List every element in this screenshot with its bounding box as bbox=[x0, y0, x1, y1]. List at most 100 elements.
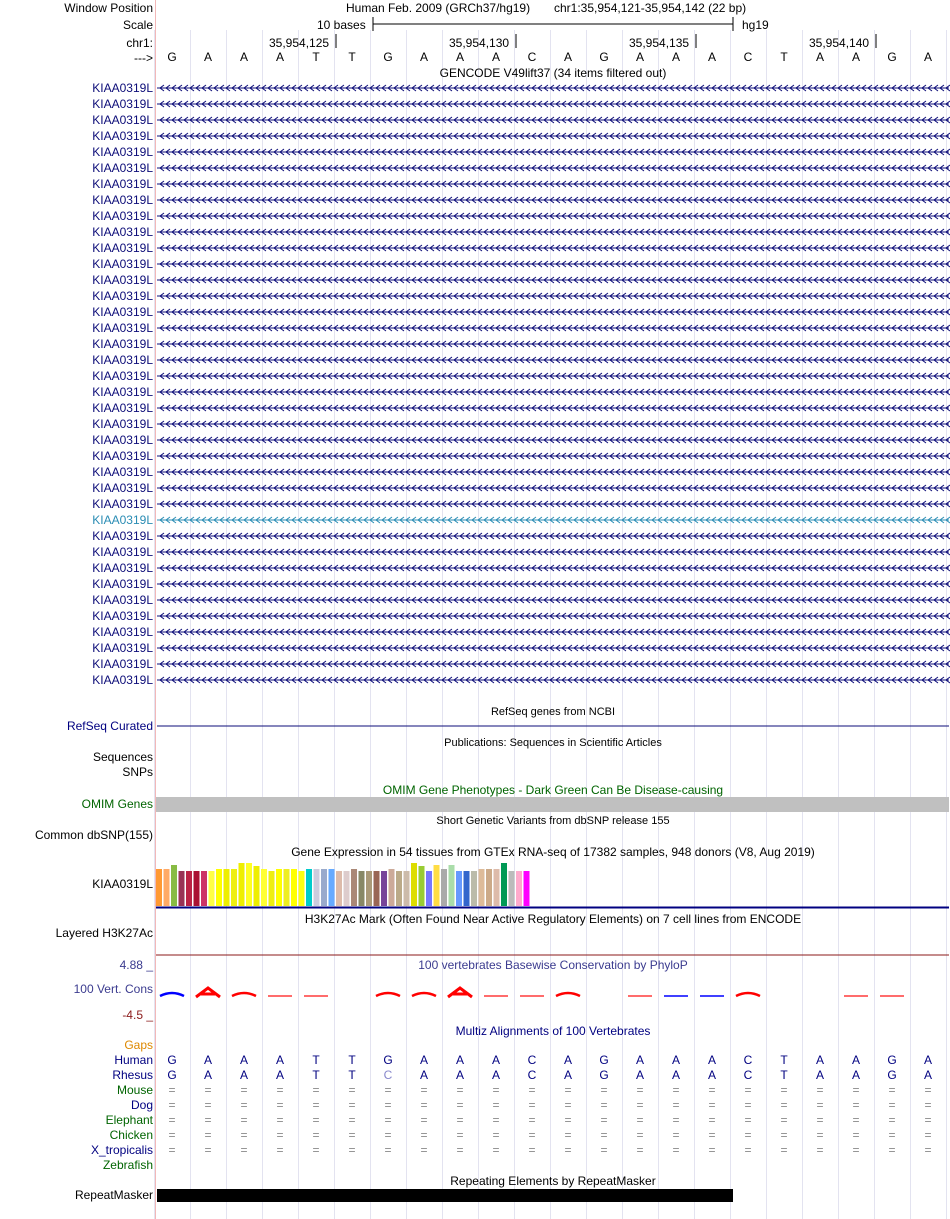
gene-label[interactable]: KIAA0319L bbox=[92, 673, 153, 687]
repeatmasker-title[interactable]: Repeating Elements by RepeatMasker bbox=[450, 1174, 656, 1188]
refseq-title[interactable]: RefSeq genes from NCBI bbox=[490, 706, 616, 718]
alignment-base: = bbox=[672, 1128, 680, 1142]
gridline bbox=[730, 30, 731, 1219]
sequence-base: A bbox=[923, 50, 932, 64]
gtex-title[interactable]: Gene Expression in 54 tissues from GTEx … bbox=[291, 845, 815, 859]
sequence-base: C bbox=[527, 50, 537, 64]
gene-label[interactable]: KIAA0319L bbox=[92, 625, 153, 639]
alignment-base: = bbox=[168, 1098, 176, 1112]
alignment-base: = bbox=[492, 1098, 500, 1112]
omim-title[interactable]: OMIM Gene Phenotypes - Dark Green Can Be… bbox=[382, 783, 724, 797]
gene-label[interactable]: KIAA0319L bbox=[92, 417, 153, 431]
gene-label[interactable]: KIAA0319L bbox=[92, 113, 153, 127]
gene-label[interactable]: KIAA0319L bbox=[92, 193, 153, 207]
gene-label[interactable]: KIAA0319L bbox=[92, 81, 153, 95]
h3k27ac-title[interactable]: H3K27Ac Mark (Often Found Near Active Re… bbox=[304, 912, 802, 926]
alignment-base: A bbox=[455, 1068, 464, 1082]
alignment-base: A bbox=[275, 1053, 284, 1067]
gene-label[interactable]: KIAA0319L bbox=[92, 129, 153, 143]
phylop-label[interactable]: 100 Vert. Cons bbox=[73, 982, 153, 996]
alignment-base: = bbox=[600, 1113, 608, 1127]
gene-label[interactable]: KIAA0319L bbox=[92, 577, 153, 591]
gridline bbox=[622, 30, 623, 1219]
species-label[interactable]: Mouse bbox=[116, 1083, 153, 1097]
refseq-label[interactable]: RefSeq Curated bbox=[66, 719, 153, 733]
gene-label[interactable]: KIAA0319L bbox=[92, 241, 153, 255]
gtex-bar bbox=[253, 866, 260, 906]
h3k27ac-label[interactable]: Layered H3K27Ac bbox=[55, 926, 153, 940]
alignment-base: A bbox=[707, 1068, 716, 1082]
alignment-base: C bbox=[743, 1068, 753, 1082]
species-label[interactable]: X_tropicalis bbox=[90, 1143, 153, 1157]
gene-label[interactable]: KIAA0319L bbox=[92, 369, 153, 383]
alignment-base: G bbox=[887, 1068, 897, 1082]
gene-label[interactable]: KIAA0319L bbox=[92, 385, 153, 399]
gene-label[interactable]: KIAA0319L bbox=[92, 145, 153, 159]
gridline bbox=[262, 30, 263, 1219]
species-label[interactable]: Chicken bbox=[109, 1128, 153, 1142]
gene-label[interactable]: KIAA0319L bbox=[92, 657, 153, 671]
repeatmasker-label[interactable]: RepeatMasker bbox=[74, 1188, 153, 1202]
alignment-base: = bbox=[600, 1083, 608, 1097]
dbsnp-label[interactable]: Common dbSNP(155) bbox=[34, 828, 153, 842]
gene-label[interactable]: KIAA0319L bbox=[92, 401, 153, 415]
gene-label[interactable]: KIAA0319L bbox=[92, 177, 153, 191]
gene-label[interactable]: KIAA0319L bbox=[92, 529, 153, 543]
alignment-base: = bbox=[420, 1128, 428, 1142]
gene-label[interactable]: KIAA0319L bbox=[92, 481, 153, 495]
gene-label[interactable]: KIAA0319L bbox=[92, 593, 153, 607]
sequence-base: A bbox=[455, 50, 464, 64]
alignment-base: = bbox=[744, 1083, 752, 1097]
species-label[interactable]: Elephant bbox=[105, 1113, 153, 1127]
multiz-title[interactable]: Multiz Alignments of 100 Vertebrates bbox=[455, 1024, 651, 1038]
dbsnp-title[interactable]: Short Genetic Variants from dbSNP releas… bbox=[436, 815, 670, 827]
gtex-bar bbox=[381, 871, 387, 906]
gtex-bar bbox=[351, 869, 357, 906]
gene-label[interactable]: KIAA0319L bbox=[92, 641, 153, 655]
gene-label[interactable]: KIAA0319L bbox=[92, 609, 153, 623]
gene-label[interactable]: KIAA0319L bbox=[92, 209, 153, 223]
gene-label[interactable]: KIAA0319L bbox=[92, 353, 153, 367]
gene-label[interactable]: KIAA0319L bbox=[92, 433, 153, 447]
gtex-bar bbox=[328, 869, 335, 906]
gene-label[interactable]: KIAA0319L bbox=[92, 161, 153, 175]
gridline bbox=[478, 30, 479, 1219]
gene-label[interactable]: KIAA0319L bbox=[92, 97, 153, 111]
gtex-label[interactable]: KIAA0319L bbox=[92, 877, 153, 891]
gene-label[interactable]: KIAA0319L bbox=[92, 337, 153, 351]
gene-label[interactable]: KIAA0319L bbox=[92, 321, 153, 335]
gene-label[interactable]: KIAA0319L bbox=[92, 465, 153, 479]
gene-label[interactable]: KIAA0319L bbox=[92, 305, 153, 319]
species-label[interactable]: Human bbox=[114, 1053, 153, 1067]
gene-label[interactable]: KIAA0319L bbox=[92, 545, 153, 559]
gene-label[interactable]: KIAA0319L bbox=[92, 497, 153, 511]
publications-label-snps[interactable]: SNPs bbox=[122, 765, 153, 779]
alignment-base: = bbox=[384, 1083, 392, 1097]
gene-label[interactable]: KIAA0319L bbox=[92, 257, 153, 271]
gene-label[interactable]: KIAA0319L bbox=[92, 513, 153, 527]
gene-label[interactable]: KIAA0319L bbox=[92, 273, 153, 287]
gridline bbox=[838, 30, 839, 1219]
tick-label-2: 35,954,130 bbox=[449, 36, 510, 50]
species-label[interactable]: Zebrafish bbox=[102, 1158, 153, 1172]
species-label[interactable]: Dog bbox=[130, 1098, 153, 1112]
gene-label[interactable]: KIAA0319L bbox=[92, 225, 153, 239]
publications-label-sequences[interactable]: Sequences bbox=[92, 750, 153, 764]
gtex-bar bbox=[193, 871, 200, 906]
species-label[interactable]: Rhesus bbox=[112, 1068, 153, 1082]
gene-label[interactable]: KIAA0319L bbox=[92, 561, 153, 575]
gridline bbox=[226, 30, 227, 1219]
phylop-title[interactable]: 100 vertebrates Basewise Conservation by… bbox=[418, 958, 688, 972]
gridline bbox=[154, 30, 155, 1219]
chrom-label: chr1: bbox=[126, 36, 153, 50]
alignment-base: A bbox=[707, 1053, 716, 1067]
alignment-base: = bbox=[780, 1098, 788, 1112]
alignment-base: A bbox=[635, 1068, 644, 1082]
omim-label[interactable]: OMIM Genes bbox=[81, 797, 153, 811]
gene-label[interactable]: KIAA0319L bbox=[92, 289, 153, 303]
strand-arrows bbox=[159, 324, 950, 332]
publications-title[interactable]: Publications: Sequences in Scientific Ar… bbox=[444, 737, 662, 749]
gencode-title[interactable]: GENCODE V49lift37 (34 items filtered out… bbox=[439, 66, 667, 80]
gene-label[interactable]: KIAA0319L bbox=[92, 449, 153, 463]
